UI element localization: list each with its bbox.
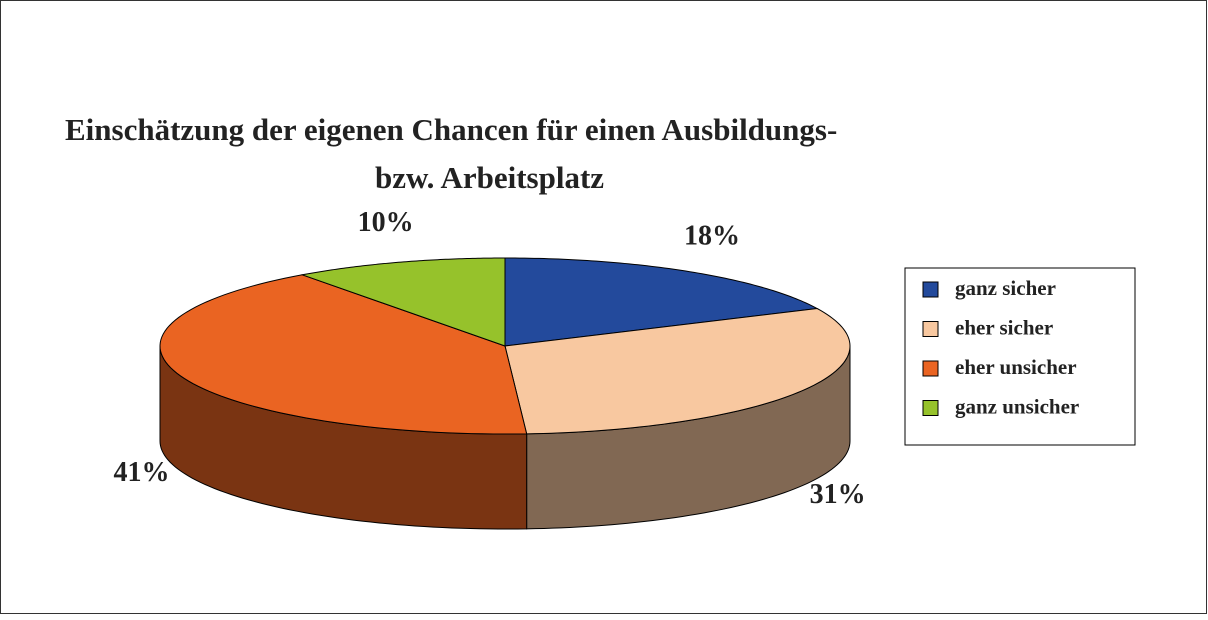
pie-slice [300, 257, 506, 347]
legend-label: eher unsicher [955, 355, 1077, 379]
pie-slice [504, 308, 851, 435]
chart-title: Einschätzung der eigenen Chancen für ein… [65, 112, 837, 147]
legend-swatch [922, 321, 939, 337]
legend-label: ganz unsicher [955, 394, 1079, 418]
data-label: 31% [810, 479, 866, 510]
chart-title: bzw. Arbeitsplatz [375, 160, 604, 195]
legend-swatch [922, 360, 939, 377]
legend-box [904, 267, 1136, 446]
legend-swatch [922, 400, 939, 416]
pie-slice [504, 257, 819, 347]
data-label: 41% [113, 457, 169, 488]
data-label: 10% [358, 207, 414, 238]
legend-label: ganz sicher [955, 276, 1056, 300]
legend-swatch [922, 281, 939, 298]
data-label: 18% [684, 221, 740, 252]
pie-slice [159, 274, 528, 435]
legend-label: eher sicher [955, 315, 1053, 339]
